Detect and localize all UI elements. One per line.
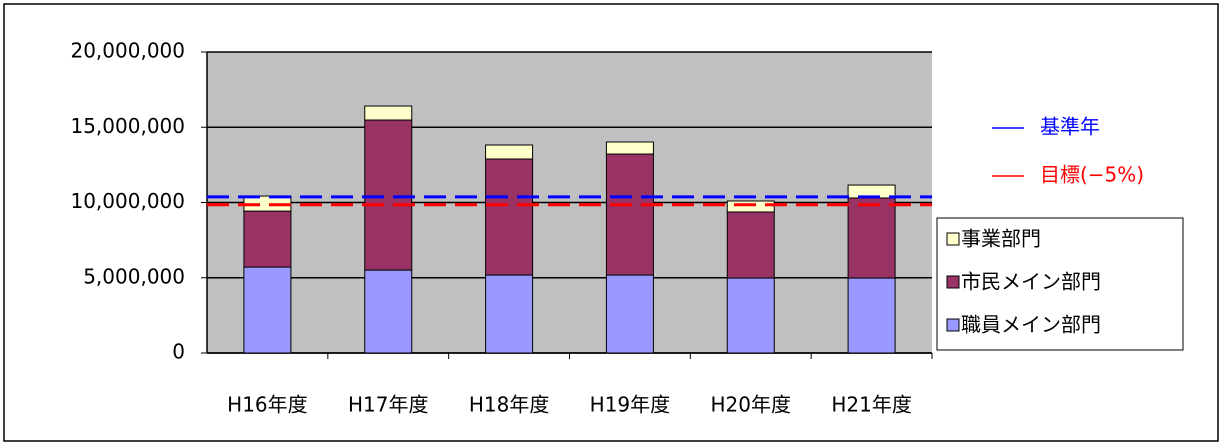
reference-legend-label: 目標(−5%) (1040, 163, 1144, 187)
bar-segment (726, 211, 775, 279)
bar-segment (243, 210, 292, 268)
bar-segment (485, 144, 534, 160)
legend-swatch (946, 275, 960, 289)
bar-segment (485, 274, 534, 354)
bar-segment (364, 119, 413, 271)
bar-segment (364, 269, 413, 354)
legend-swatch (946, 318, 960, 332)
x-tick-label: H18年度 (469, 393, 550, 417)
bar-segment (605, 274, 654, 354)
legend-box (936, 217, 1184, 351)
x-tick-label: H21年度 (831, 393, 912, 417)
y-tick-label: 5,000,000 (83, 264, 185, 288)
bar-segment (243, 266, 292, 354)
bar-segment (364, 105, 413, 121)
bar-segment (605, 153, 654, 276)
bar-segment (726, 200, 775, 213)
reference-legend-label: 基準年 (1040, 115, 1100, 139)
bar-segment (847, 277, 896, 354)
legend-swatch (946, 232, 960, 246)
bar-segment (847, 197, 896, 279)
y-tick-label: 20,000,000 (70, 39, 185, 63)
y-tick-label: 0 (172, 340, 185, 364)
x-tick-label: H16年度 (227, 393, 308, 417)
bar-segment (605, 141, 654, 155)
y-tick-label: 15,000,000 (70, 114, 185, 138)
legend-label: 職員メイン部門 (961, 313, 1101, 337)
y-tick-label: 10,000,000 (70, 189, 185, 213)
legend-label: 市民メイン部門 (961, 270, 1101, 294)
legend-label: 事業部門 (961, 227, 1041, 251)
x-tick-label: H20年度 (711, 393, 792, 417)
bar-segment (485, 158, 534, 276)
bar-segment (726, 277, 775, 354)
x-tick-label: H17年度 (348, 393, 429, 417)
x-tick-label: H19年度 (590, 393, 671, 417)
